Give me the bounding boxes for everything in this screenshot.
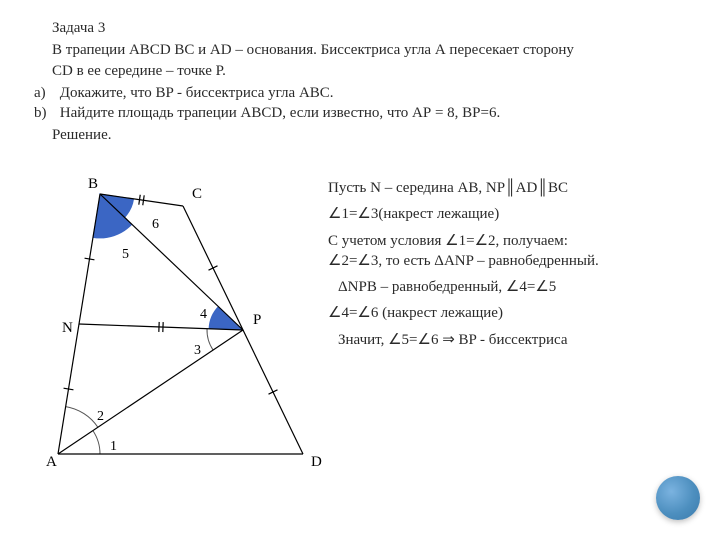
solution-word: Решение. [52,125,692,145]
problem-statement: В трапеции ABCD BC и AD – основания. Бис… [52,40,692,81]
problem-items: a) Докажите, что BP - биссектриса угла А… [34,83,692,124]
svg-text:A: A [46,454,57,470]
svg-text:B: B [88,176,98,192]
statement-line-1: В трапеции ABCD BC и AD – основания. Бис… [52,42,574,58]
geometry-figure: A B C D N P 12 3 4 5 6 [28,174,328,484]
statement-line-2: CD в ее середине – точке Р. [52,63,226,79]
svg-text:N: N [62,320,73,336]
proof-line-4: ΔNPB – равнобедренный, ∠4=∠5 [338,277,708,297]
item-a-text: Докажите, что BP - биссектриса угла АВС. [60,85,334,101]
item-a-label: a) [34,83,56,103]
svg-text:3: 3 [194,343,201,358]
proof-line-5: ∠4=∠6 (накрест лежащие) [328,303,708,323]
svg-text:C: C [192,186,202,202]
svg-text:2: 2 [97,409,104,424]
svg-text:5: 5 [122,247,129,262]
svg-text:6: 6 [152,217,159,232]
svg-text:P: P [253,312,261,328]
proof-line-6: Значит, ∠5=∠6 ⇒ BP - биссектриса [338,330,708,350]
corner-badge-icon [656,476,700,520]
svg-text:D: D [311,454,322,470]
item-b-label: b) [34,103,56,123]
proof-line-2: ∠1=∠3(накрест лежащие) [328,204,708,224]
proof-line-3: С учетом условия ∠1=∠2, получаем: ∠2=∠3,… [328,231,708,272]
item-b-text: Найдите площадь трапеции АВСD, если изве… [60,105,501,121]
problem-heading: Задача 3 [52,18,692,38]
svg-text:1: 1 [110,439,117,454]
proof-text: Пусть N – середина АВ, NP║AD║BC ∠1=∠3(на… [328,172,708,356]
svg-text:4: 4 [200,307,207,322]
proof-line-1: Пусть N – середина АВ, NP║AD║BC [328,178,708,198]
